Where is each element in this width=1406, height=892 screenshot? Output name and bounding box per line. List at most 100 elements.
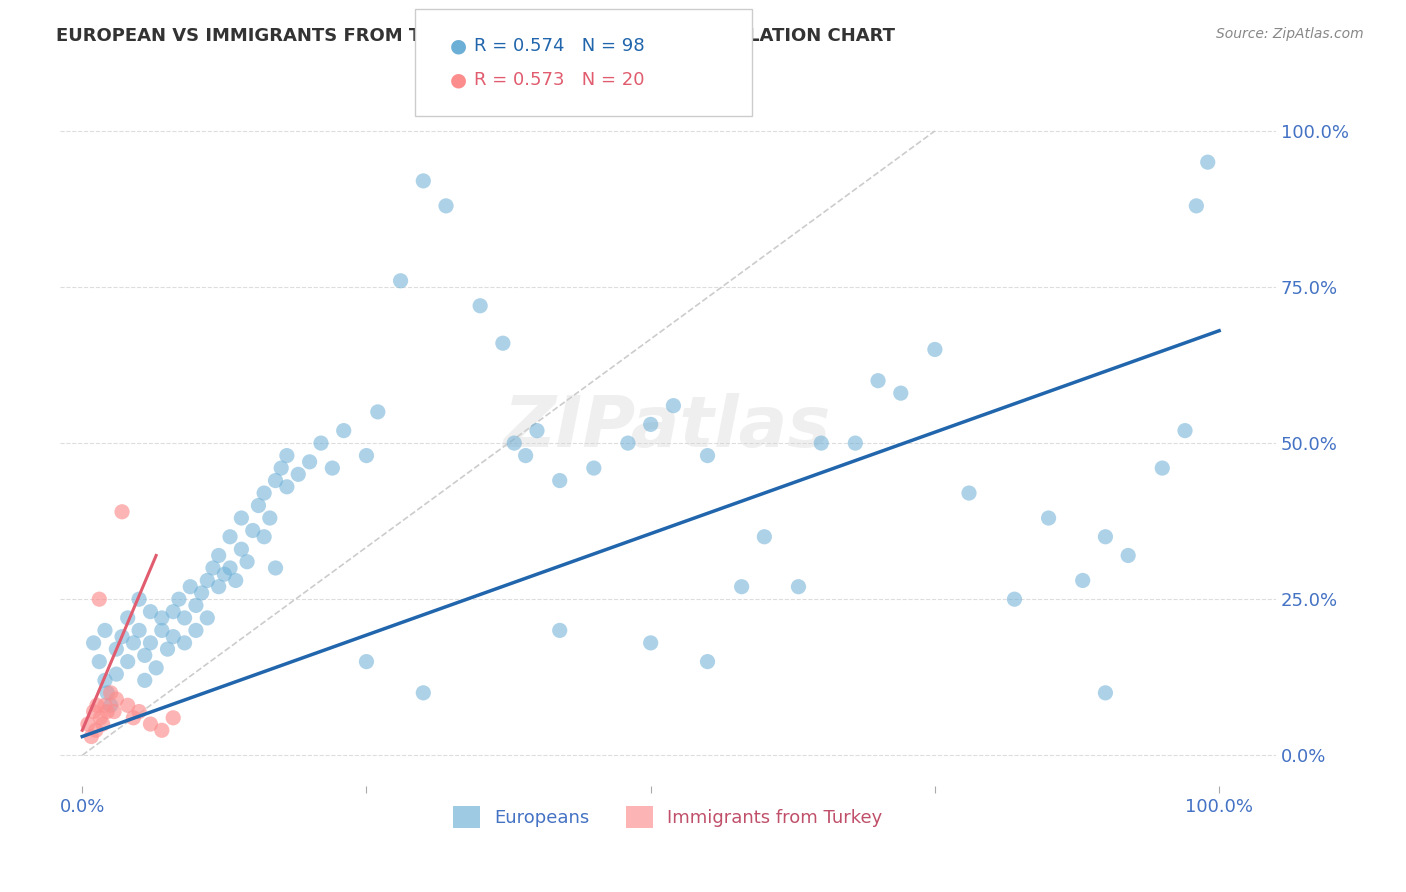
Text: R = 0.573   N = 20: R = 0.573 N = 20	[474, 71, 644, 89]
Europeans	[468, 299, 491, 313]
Europeans	[195, 574, 218, 588]
Europeans	[1116, 549, 1139, 563]
Europeans	[321, 461, 343, 475]
Europeans	[208, 580, 231, 594]
Europeans	[412, 686, 434, 700]
Europeans	[167, 592, 190, 607]
Europeans	[162, 630, 184, 644]
Europeans	[434, 199, 457, 213]
Europeans	[1071, 574, 1094, 588]
Immigrants from Turkey	[89, 592, 111, 607]
Text: ZIPatlas: ZIPatlas	[503, 393, 831, 462]
Europeans	[276, 480, 298, 494]
Immigrants from Turkey	[89, 711, 111, 725]
Europeans	[548, 474, 571, 488]
Europeans	[1094, 530, 1116, 544]
Europeans	[309, 436, 332, 450]
Europeans	[184, 599, 207, 613]
Europeans	[128, 592, 150, 607]
Europeans	[868, 374, 890, 388]
Europeans	[662, 399, 685, 413]
Europeans	[890, 386, 912, 401]
Europeans	[696, 449, 718, 463]
Europeans	[201, 561, 224, 575]
Legend: Europeans, Immigrants from Turkey: Europeans, Immigrants from Turkey	[446, 798, 890, 835]
Europeans	[179, 580, 201, 594]
Europeans	[134, 673, 156, 688]
Europeans	[94, 624, 117, 638]
Europeans	[730, 580, 752, 594]
Europeans	[100, 698, 122, 713]
Europeans	[150, 624, 173, 638]
Europeans	[1004, 592, 1026, 607]
Europeans	[150, 611, 173, 625]
Europeans	[332, 424, 354, 438]
Europeans	[117, 611, 139, 625]
Europeans	[957, 486, 980, 500]
Immigrants from Turkey	[86, 698, 108, 713]
Text: ●: ●	[450, 70, 467, 90]
Europeans	[214, 567, 236, 582]
Text: ●: ●	[450, 37, 467, 56]
Europeans	[117, 655, 139, 669]
Europeans	[139, 636, 162, 650]
Europeans	[754, 530, 776, 544]
Immigrants from Turkey	[91, 717, 114, 731]
Europeans	[1094, 686, 1116, 700]
Europeans	[515, 449, 537, 463]
Europeans	[548, 624, 571, 638]
Europeans	[503, 436, 526, 450]
Europeans	[208, 549, 231, 563]
Immigrants from Turkey	[84, 723, 107, 738]
Europeans	[640, 417, 662, 432]
Europeans	[287, 467, 309, 482]
Europeans	[1038, 511, 1060, 525]
Europeans	[162, 605, 184, 619]
Immigrants from Turkey	[122, 711, 145, 725]
Europeans	[190, 586, 212, 600]
Europeans	[156, 642, 179, 657]
Europeans	[1174, 424, 1197, 438]
Immigrants from Turkey	[103, 705, 125, 719]
Europeans	[89, 655, 111, 669]
Europeans	[259, 511, 281, 525]
Europeans	[617, 436, 640, 450]
Immigrants from Turkey	[83, 705, 105, 719]
Europeans	[810, 436, 832, 450]
Europeans	[526, 424, 548, 438]
Europeans	[787, 580, 810, 594]
Europeans	[173, 611, 195, 625]
Immigrants from Turkey	[139, 717, 162, 731]
Europeans	[139, 605, 162, 619]
Europeans	[195, 611, 218, 625]
Europeans	[253, 486, 276, 500]
Europeans	[128, 624, 150, 638]
Europeans	[270, 461, 292, 475]
Immigrants from Turkey	[117, 698, 139, 713]
Europeans	[1185, 199, 1208, 213]
Europeans	[924, 343, 946, 357]
Immigrants from Turkey	[96, 705, 118, 719]
Europeans	[844, 436, 866, 450]
Europeans	[253, 530, 276, 544]
Europeans	[582, 461, 605, 475]
Europeans	[236, 555, 259, 569]
Europeans	[696, 655, 718, 669]
Europeans	[231, 542, 253, 557]
Europeans	[356, 449, 378, 463]
Europeans	[145, 661, 167, 675]
Europeans	[111, 630, 134, 644]
Europeans	[225, 574, 247, 588]
Europeans	[640, 636, 662, 650]
Europeans	[242, 524, 264, 538]
Europeans	[1152, 461, 1174, 475]
Immigrants from Turkey	[105, 692, 128, 706]
Europeans	[264, 474, 287, 488]
Text: EUROPEAN VS IMMIGRANTS FROM TURKEY FEMALE POVERTY CORRELATION CHART: EUROPEAN VS IMMIGRANTS FROM TURKEY FEMAL…	[56, 27, 896, 45]
Europeans	[412, 174, 434, 188]
Text: R = 0.574   N = 98: R = 0.574 N = 98	[474, 37, 644, 55]
Europeans	[219, 561, 242, 575]
Europeans	[231, 511, 253, 525]
Europeans	[389, 274, 412, 288]
Europeans	[1197, 155, 1219, 169]
